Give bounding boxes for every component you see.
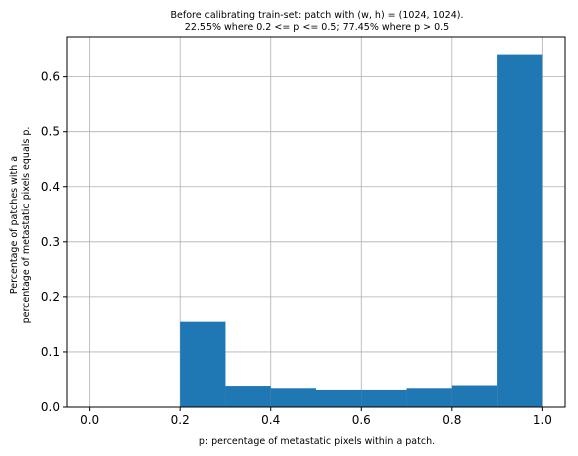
histogram-bar xyxy=(497,54,543,407)
y-tick-label: 0.5 xyxy=(41,125,60,139)
grid-layer xyxy=(67,37,565,408)
x-axis-label: p: percentage of metastatic pixels withi… xyxy=(199,436,435,447)
y-axis-label-line-2: percentage of metastatic pixels equals p… xyxy=(21,127,32,324)
histogram-bar xyxy=(225,386,271,407)
y-tick-label: 0.0 xyxy=(41,400,60,414)
y-tick-label: 0.4 xyxy=(41,180,60,194)
y-tick-label: 0.2 xyxy=(41,290,60,304)
chart-title-line-1: Before calibrating train-set: patch with… xyxy=(171,10,464,21)
histogram-bar xyxy=(270,388,316,407)
x-tick-label: 0.8 xyxy=(442,413,461,427)
x-tick-label: 0.4 xyxy=(261,413,280,427)
histogram-bar xyxy=(406,388,452,407)
histogram-bar xyxy=(361,389,407,407)
histogram-bar xyxy=(316,389,362,407)
y-axis-label-line-1: Percentage of patches with a xyxy=(9,156,20,294)
histogram-bar xyxy=(180,321,226,407)
y-tick-label: 0.6 xyxy=(41,70,60,84)
histogram-bar xyxy=(451,385,498,407)
y-tick-label: 0.3 xyxy=(41,235,60,249)
ticks-layer: 0.0 0.2 0.4 0.6 0.8 1.0 0.0 0.1 0.2 0.3 0.4 0.5 0.6 xyxy=(41,70,552,427)
x-tick-label: 0.0 xyxy=(80,413,99,427)
bars-layer xyxy=(180,54,543,407)
plot-area-frame xyxy=(66,36,566,408)
chart-title-line-2: 22.55% where 0.2 <= p <= 0.5; 77.45% whe… xyxy=(185,22,449,33)
x-tick-label: 0.6 xyxy=(352,413,371,427)
x-tick-label: 1.0 xyxy=(533,413,552,427)
x-tick-label: 0.2 xyxy=(171,413,190,427)
y-tick-label: 0.1 xyxy=(41,345,60,359)
